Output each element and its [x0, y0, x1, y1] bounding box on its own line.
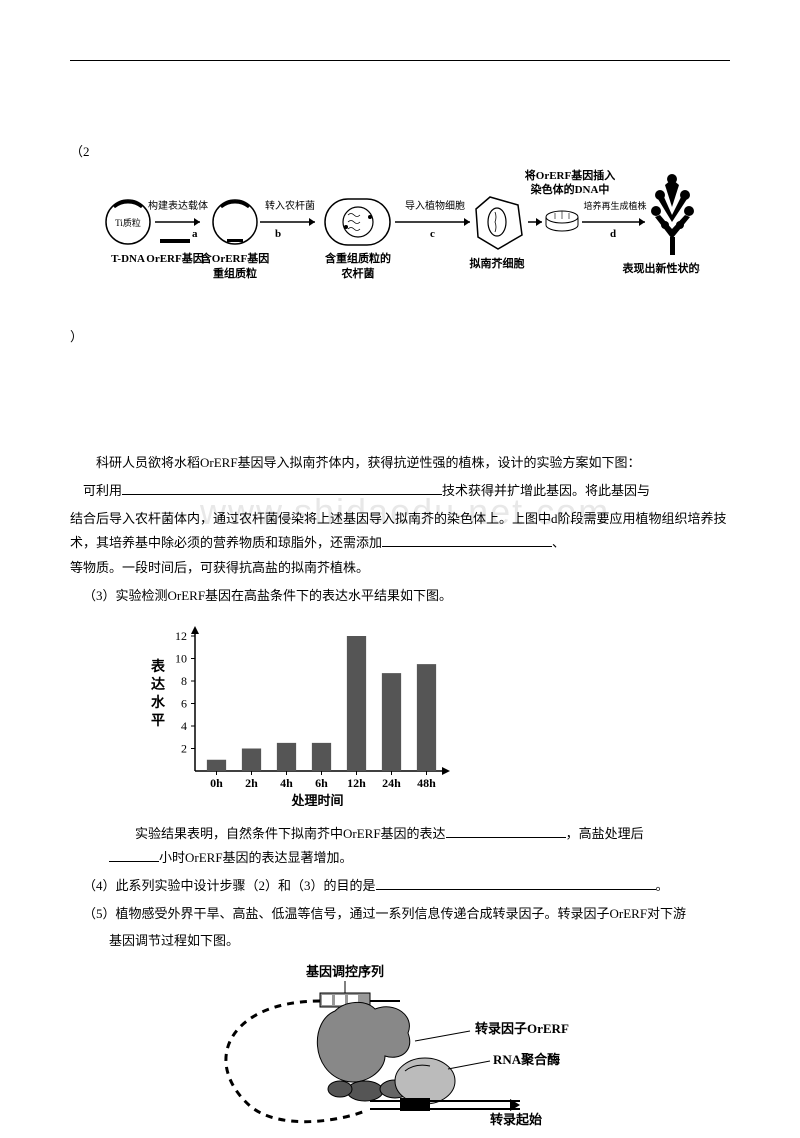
gene-transfer-diagram: Ti质粒 T-DNA 构建表达载体 a OrERF基因 含OrERF基因 重组质…	[100, 167, 730, 314]
blank-purpose	[376, 874, 656, 890]
svg-text:12h: 12h	[347, 776, 366, 790]
para3-a: 实验结果表明，自然条件下拟南芥中OrERF基因的表达 ，高盐处理后	[135, 822, 730, 847]
para-culture2: 等物质。一段时间后，可获得抗高盐的拟南芥植株。	[70, 556, 730, 581]
blank-hours	[109, 847, 159, 863]
svg-text:b: b	[275, 228, 281, 240]
text-e: 等物质。一段时间后，可获得抗高盐的拟南芥植株。	[70, 560, 369, 575]
svg-text:染色体的DNA中: 染色体的DNA中	[531, 182, 610, 196]
q3-label: （3）实验检测OrERF基因在高盐条件下的表达水平结果如下图。	[70, 584, 730, 609]
svg-text:平: 平	[151, 713, 165, 729]
para-intro: 科研人员欲将水稻OrERF基因导入拟南芥体内，获得抗逆性强的植株，设计的实验方案…	[70, 451, 730, 476]
svg-text:将OrERF基因插入: 将OrERF基因插入	[525, 168, 615, 182]
q4: （4）此系列实验中设计步骤（2）和（3）的目的是 。	[70, 874, 730, 899]
svg-text:10: 10	[175, 652, 187, 666]
text-b2: 技术获得并扩增此基因。将此基因与	[442, 483, 650, 498]
blank-technique	[122, 479, 442, 495]
text-3a1: 实验结果表明，自然条件下拟南芥中OrERF基因的表达	[135, 826, 446, 841]
svg-text:0h: 0h	[210, 776, 223, 790]
text-b1: 可利用	[83, 483, 122, 498]
text-3a2: ，高盐处理后	[566, 826, 644, 841]
svg-text:转录因子OrERF: 转录因子OrERF	[475, 1021, 569, 1036]
page-content: （2 Ti质粒 T-DNA 构建表达载体 a OrERF基因 含OrERF基因 …	[70, 140, 730, 1138]
svg-text:导入植物细胞: 导入植物细胞	[405, 199, 465, 212]
text-3b: 小时OrERF基因的表达显著增加。	[159, 850, 353, 865]
svg-text:水: 水	[151, 694, 166, 711]
q5-text-b: 基因调节过程如下图。	[109, 933, 239, 948]
close-paren: ）	[70, 325, 730, 348]
svg-text:12: 12	[175, 629, 187, 643]
svg-text:6h: 6h	[315, 776, 328, 790]
para-tech: 可利用 技术获得并扩增此基因。将此基因与	[70, 479, 730, 504]
text-intro: 科研人员欲将水稻OrERF基因导入拟南芥体内，获得抗逆性强的植株，设计的实验方案…	[96, 455, 641, 470]
svg-text:8: 8	[181, 674, 187, 688]
svg-text:达: 达	[151, 676, 165, 693]
para-culture: 结合后导入农杆菌体内，通过农杆菌侵染将上述基因导入拟南芥的染色体上。上图中d阶段…	[70, 507, 730, 556]
para3-b: 小时OrERF基因的表达显著增加。	[109, 846, 730, 871]
svg-text:2: 2	[181, 742, 187, 756]
svg-text:构建表达载体: 构建表达载体	[148, 199, 208, 212]
svg-text:表: 表	[150, 658, 166, 675]
svg-text:含OrERF基因: 含OrERF基因	[200, 251, 269, 265]
svg-text:T-DNA: T-DNA	[111, 253, 145, 265]
svg-text:d: d	[610, 228, 616, 240]
q3-text: （3）实验检测OrERF基因在高盐条件下的表达水平结果如下图。	[83, 588, 452, 603]
svg-text:基因调控序列: 基因调控序列	[305, 964, 384, 979]
q5b: 基因调节过程如下图。	[109, 929, 730, 952]
svg-text:OrERF基因: OrERF基因	[146, 251, 203, 265]
q4-text: （4）此系列实验中设计步骤（2）和（3）的目的是	[83, 878, 376, 893]
svg-text:6: 6	[181, 697, 187, 711]
svg-text:Ti质粒: Ti质粒	[115, 217, 141, 228]
q2-label: （2	[70, 144, 90, 159]
svg-text:培养再生成植株: 培养再生成植株	[583, 200, 646, 211]
q5: （5）植物感受外界干旱、高盐、低温等信号，通过一系列信息传递合成转录因子。转录因…	[70, 902, 730, 927]
svg-text:c: c	[430, 228, 435, 240]
svg-text:24h: 24h	[382, 776, 401, 790]
svg-text:RNA聚合酶: RNA聚合酶	[493, 1052, 560, 1067]
expression-bar-chart: 2 4 6 8 10 12 表达水平 0h 2h 4h 6h 12h 24h 48h 处理时间	[140, 616, 730, 813]
blank-expression	[446, 822, 566, 838]
blank-additive1	[382, 532, 552, 548]
svg-text:4h: 4h	[280, 776, 293, 790]
svg-text:重组质粒: 重组质粒	[213, 266, 257, 280]
text-d: 、	[552, 535, 565, 550]
svg-text:a: a	[192, 228, 198, 240]
svg-text:农杆菌: 农杆菌	[341, 266, 375, 280]
svg-text:转录起始: 转录起始	[490, 1112, 542, 1127]
svg-text:表现出新性状的植株: 表现出新性状的植株	[622, 261, 701, 275]
svg-text:48h: 48h	[417, 776, 436, 790]
svg-text:拟南芥细胞: 拟南芥细胞	[470, 256, 525, 270]
q5-text-a: （5）植物感受外界干旱、高盐、低温等信号，通过一系列信息传递合成转录因子。转录因…	[83, 906, 686, 921]
q4-period: 。	[656, 878, 669, 893]
svg-text:处理时间: 处理时间	[290, 793, 343, 806]
svg-text:2h: 2h	[245, 776, 258, 790]
svg-text:4: 4	[181, 719, 187, 733]
header-rule	[70, 60, 730, 61]
svg-text:转入农杆菌: 转入农杆菌	[265, 199, 315, 212]
transcription-diagram: 基因调控序列 转录因子OrERF RNA聚合酶	[190, 961, 730, 1138]
svg-text:含重组质粒的: 含重组质粒的	[324, 251, 391, 265]
